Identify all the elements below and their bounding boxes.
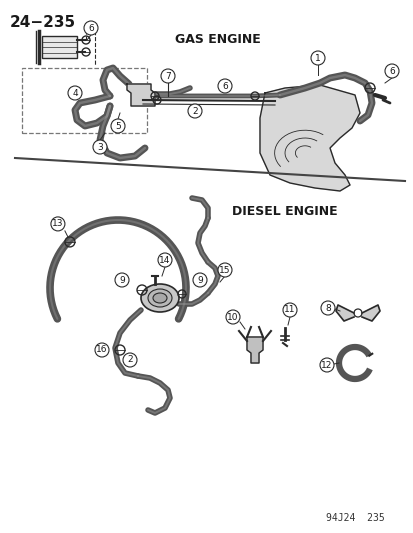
Polygon shape [127,84,154,106]
Text: 9: 9 [119,276,125,285]
Text: 8: 8 [324,303,330,312]
Text: 6: 6 [222,82,227,91]
Circle shape [161,69,175,83]
Circle shape [225,310,240,324]
Text: 13: 13 [52,220,64,229]
Circle shape [384,64,398,78]
Ellipse shape [141,284,178,312]
Text: 4: 4 [72,88,78,98]
Polygon shape [247,337,262,363]
Circle shape [51,217,65,231]
Polygon shape [335,305,353,321]
Text: 15: 15 [219,265,230,274]
Text: 14: 14 [159,255,170,264]
Circle shape [320,301,334,315]
Circle shape [84,21,98,35]
Text: 2: 2 [127,356,133,365]
Text: 7: 7 [165,71,171,80]
Text: 10: 10 [227,312,238,321]
Circle shape [95,343,109,357]
Text: 5: 5 [115,122,121,131]
Ellipse shape [153,293,166,303]
Circle shape [192,273,206,287]
Circle shape [310,51,324,65]
Polygon shape [259,85,359,191]
Text: DIESEL ENGINE: DIESEL ENGINE [231,205,337,218]
Polygon shape [361,305,379,321]
Circle shape [115,273,129,287]
Circle shape [111,119,125,133]
Circle shape [158,253,171,267]
Text: 9: 9 [197,276,202,285]
Bar [42,36,77,58]
Circle shape [218,263,231,277]
Text: 3: 3 [97,142,102,151]
Text: 6: 6 [388,67,394,76]
Text: 11: 11 [284,305,295,314]
Circle shape [282,303,296,317]
Text: 94J24  235: 94J24 235 [325,513,384,523]
Circle shape [188,104,202,118]
Circle shape [68,86,82,100]
Text: 2: 2 [192,107,197,116]
Ellipse shape [147,289,171,307]
Circle shape [319,358,333,372]
Text: 6: 6 [88,23,94,33]
Text: 24−235: 24−235 [10,15,76,30]
Text: 1: 1 [314,53,320,62]
Text: GAS ENGINE: GAS ENGINE [175,33,260,46]
Circle shape [123,353,137,367]
Text: 12: 12 [320,360,332,369]
Circle shape [93,140,107,154]
Circle shape [218,79,231,93]
Text: 16: 16 [96,345,107,354]
